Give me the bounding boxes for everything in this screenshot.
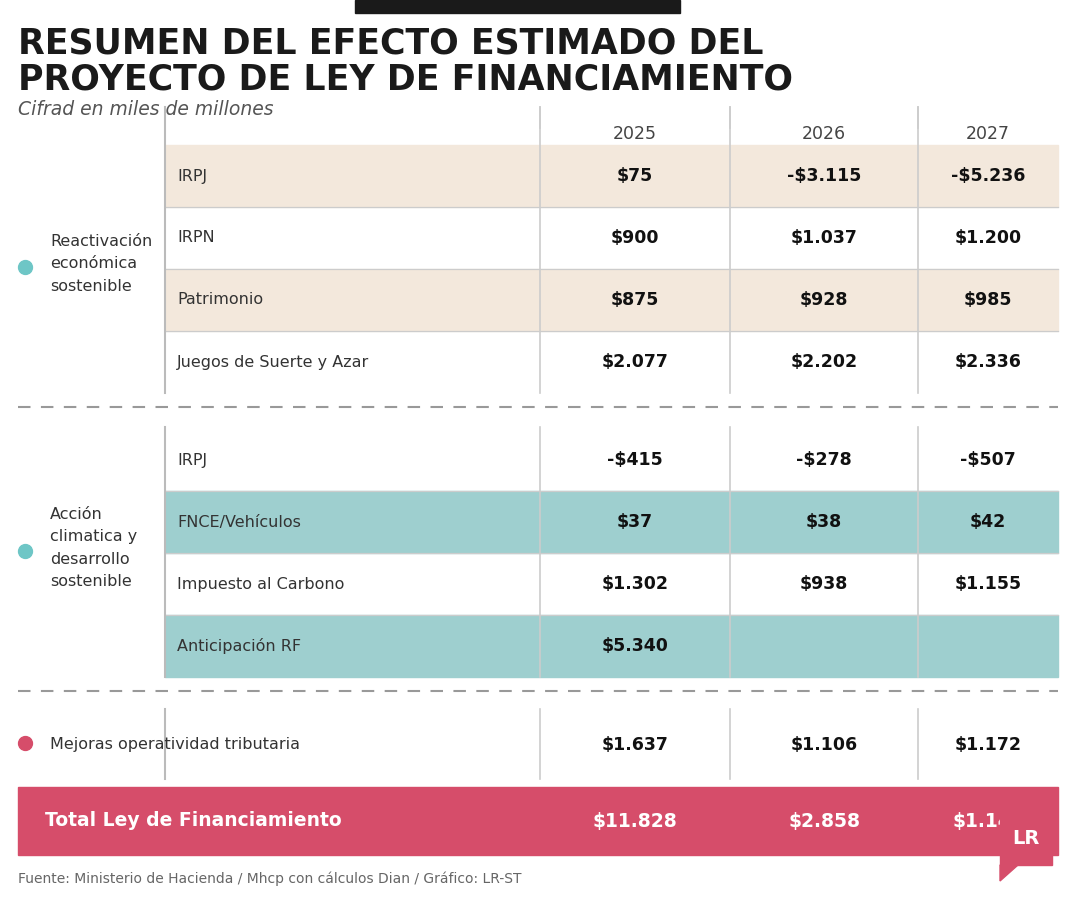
Text: $900: $900 — [611, 229, 659, 247]
Polygon shape — [1000, 865, 1018, 881]
Text: $37: $37 — [617, 513, 653, 531]
Text: -$3.115: -$3.115 — [787, 167, 861, 185]
Text: IRPN: IRPN — [177, 230, 215, 246]
Text: 2025: 2025 — [613, 125, 657, 143]
Text: $1.637: $1.637 — [602, 736, 669, 754]
Text: $938: $938 — [800, 575, 848, 593]
Text: IRPJ: IRPJ — [177, 453, 207, 467]
Text: $2.077: $2.077 — [602, 353, 669, 371]
Text: Fuente: Ministerio de Hacienda / Mhcp con cálculos Dian / Gráfico: LR-ST: Fuente: Ministerio de Hacienda / Mhcp co… — [18, 872, 522, 886]
Text: $1.155: $1.155 — [955, 575, 1022, 593]
Bar — [165, 491, 1058, 553]
Text: Reactivación
económica
sostenible: Reactivación económica sostenible — [50, 234, 152, 293]
Text: $5.340: $5.340 — [602, 637, 669, 655]
Text: Juegos de Suerte y Azar: Juegos de Suerte y Azar — [177, 355, 369, 370]
Text: $1.200: $1.200 — [955, 229, 1022, 247]
Text: -$415: -$415 — [607, 451, 663, 469]
Text: $928: $928 — [800, 291, 848, 309]
Text: $42: $42 — [970, 513, 1007, 531]
Text: $2.336: $2.336 — [955, 353, 1022, 371]
Text: -$5.236: -$5.236 — [950, 167, 1025, 185]
Bar — [355, 0, 680, 13]
Text: $11.828: $11.828 — [593, 812, 677, 831]
Bar — [1000, 813, 1052, 865]
Text: Mejoras operatividad tributaria: Mejoras operatividad tributaria — [50, 737, 300, 752]
Text: -$278: -$278 — [796, 451, 852, 469]
Text: PROYECTO DE LEY DE FINANCIAMIENTO: PROYECTO DE LEY DE FINANCIAMIENTO — [18, 62, 793, 96]
Text: Patrimonio: Patrimonio — [177, 292, 264, 308]
Text: $985: $985 — [963, 291, 1012, 309]
Text: $2.858: $2.858 — [788, 812, 860, 831]
Text: Cifrad en miles de millones: Cifrad en miles de millones — [18, 100, 273, 119]
Text: $1.302: $1.302 — [602, 575, 669, 593]
Text: FNCE/Vehículos: FNCE/Vehículos — [177, 515, 301, 529]
Bar — [165, 615, 1058, 677]
Text: IRPJ: IRPJ — [177, 168, 207, 184]
Text: $2.202: $2.202 — [791, 353, 858, 371]
Text: $1.172: $1.172 — [955, 736, 1022, 754]
Text: 2026: 2026 — [802, 125, 846, 143]
Text: RESUMEN DEL EFECTO ESTIMADO DEL: RESUMEN DEL EFECTO ESTIMADO DEL — [18, 27, 764, 61]
Text: $875: $875 — [611, 291, 659, 309]
Text: LR: LR — [1012, 830, 1040, 849]
Text: $1.106: $1.106 — [791, 736, 858, 754]
Text: Total Ley de Financiamiento: Total Ley de Financiamiento — [45, 812, 341, 831]
Bar — [165, 269, 1058, 331]
Text: $38: $38 — [806, 513, 842, 531]
Text: $1.037: $1.037 — [791, 229, 858, 247]
Text: $1.146: $1.146 — [953, 812, 1024, 831]
Text: Impuesto al Carbono: Impuesto al Carbono — [177, 577, 345, 591]
Text: Acción
climatica y
desarrollo
sostenible: Acción climatica y desarrollo sostenible — [50, 508, 137, 589]
Text: -$507: -$507 — [960, 451, 1016, 469]
Bar — [165, 145, 1058, 207]
Text: $75: $75 — [617, 167, 653, 185]
Text: 2027: 2027 — [966, 125, 1010, 143]
Bar — [18, 787, 1058, 855]
Text: Anticipación RF: Anticipación RF — [177, 638, 301, 654]
